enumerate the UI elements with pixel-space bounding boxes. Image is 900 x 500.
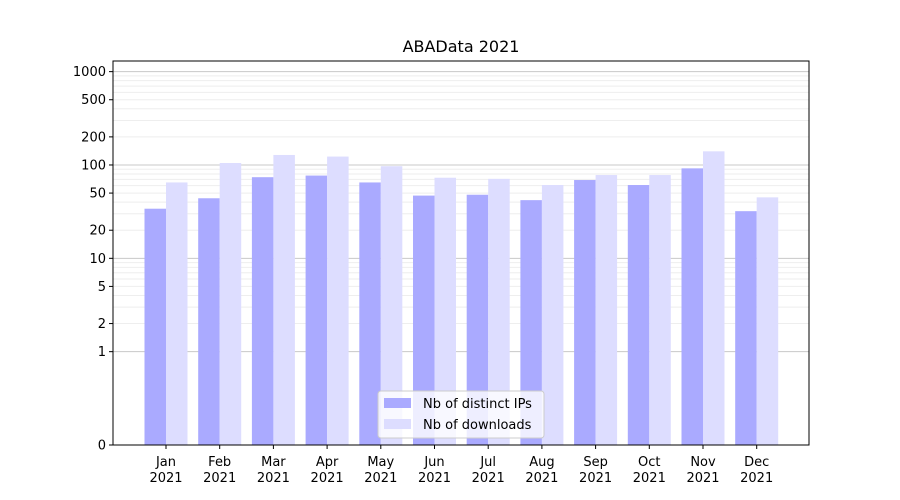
y-tick-label: 50 bbox=[89, 187, 106, 202]
x-tick-label-year: 2021 bbox=[418, 471, 451, 486]
bar-downloads bbox=[595, 175, 618, 445]
x-tick-label-year: 2021 bbox=[686, 471, 719, 486]
bars bbox=[144, 151, 779, 446]
x-tick-label-month: Mar bbox=[261, 455, 286, 470]
x-tick-label-month: Dec bbox=[744, 455, 769, 470]
bar-downloads bbox=[434, 177, 456, 445]
y-tick-label: 500 bbox=[81, 93, 106, 108]
bar-distinct-ips bbox=[359, 182, 381, 445]
y-tick-label: 0 bbox=[98, 439, 106, 454]
legend-label: Nb of distinct IPs bbox=[423, 397, 532, 412]
bar-downloads bbox=[756, 197, 779, 445]
x-tick-label-month: Feb bbox=[208, 455, 231, 470]
x-tick-label-month: Aug bbox=[529, 455, 554, 470]
x-tick-label-month: Jul bbox=[479, 455, 496, 470]
x-tick-label-month: Nov bbox=[690, 455, 716, 470]
bar-downloads bbox=[273, 154, 295, 445]
x-tick-label-year: 2021 bbox=[633, 471, 666, 486]
bar-downloads bbox=[166, 182, 188, 445]
bar-distinct-ips bbox=[574, 180, 596, 445]
legend: Nb of distinct IPs Nb of downloads bbox=[377, 390, 545, 439]
y-tick-label: 10 bbox=[89, 252, 106, 267]
y-tick-label: 200 bbox=[81, 130, 106, 145]
x-tick-label-month: Sep bbox=[583, 455, 608, 470]
y-axis: 0 1 2 5 10 20 50 100 200 500 1000 bbox=[73, 65, 113, 454]
x-tick-label-month: Jun bbox=[423, 455, 444, 470]
bar-downloads bbox=[327, 156, 349, 446]
y-tick-label: 20 bbox=[89, 224, 106, 239]
x-tick-label-year: 2021 bbox=[472, 471, 505, 486]
x-tick-label-year: 2021 bbox=[364, 471, 397, 486]
legend-swatch bbox=[384, 419, 411, 429]
x-tick-label-year: 2021 bbox=[311, 471, 344, 486]
x-axis: Jan2021Feb2021Mar2021Apr2021May2021Jun20… bbox=[149, 445, 773, 486]
bar-distinct-ips bbox=[413, 195, 435, 445]
bar-distinct-ips bbox=[627, 185, 650, 445]
bar-distinct-ips bbox=[144, 208, 166, 445]
bar-distinct-ips bbox=[735, 211, 757, 445]
legend-label: Nb of downloads bbox=[423, 418, 532, 433]
bar-distinct-ips bbox=[251, 177, 274, 446]
y-tick-label: 5 bbox=[98, 280, 106, 295]
x-tick-label-year: 2021 bbox=[203, 471, 236, 486]
bar-downloads bbox=[380, 166, 403, 446]
bar-distinct-ips bbox=[305, 175, 328, 445]
x-tick-label-year: 2021 bbox=[257, 471, 290, 486]
x-tick-label-year: 2021 bbox=[149, 471, 182, 486]
bar-distinct-ips bbox=[466, 194, 489, 445]
x-tick-label-year: 2021 bbox=[579, 471, 612, 486]
x-tick-label-month: Apr bbox=[316, 455, 339, 470]
bar-downloads bbox=[703, 151, 725, 445]
legend-box bbox=[377, 390, 545, 439]
x-tick-label-month: Jan bbox=[155, 455, 176, 470]
y-tick-label: 2 bbox=[98, 317, 106, 332]
bar-distinct-ips bbox=[198, 198, 220, 445]
y-tick-label: 1 bbox=[98, 345, 106, 360]
chart-title: ABAData 2021 bbox=[403, 37, 520, 56]
y-tick-label: 1000 bbox=[73, 65, 106, 80]
x-tick-label-month: May bbox=[367, 455, 394, 470]
x-tick-label-year: 2021 bbox=[740, 471, 773, 486]
y-tick-label: 100 bbox=[81, 158, 106, 173]
plot-area-frame bbox=[112, 60, 810, 446]
legend-swatch bbox=[384, 398, 411, 408]
x-tick-label-year: 2021 bbox=[525, 471, 558, 486]
bar-downloads bbox=[488, 178, 510, 445]
bar-downloads bbox=[649, 175, 671, 445]
x-tick-label-month: Oct bbox=[638, 455, 660, 470]
bar-downloads bbox=[219, 162, 242, 445]
bar-distinct-ips bbox=[520, 200, 542, 445]
bar-distinct-ips bbox=[681, 168, 703, 445]
bar-downloads bbox=[541, 185, 564, 445]
